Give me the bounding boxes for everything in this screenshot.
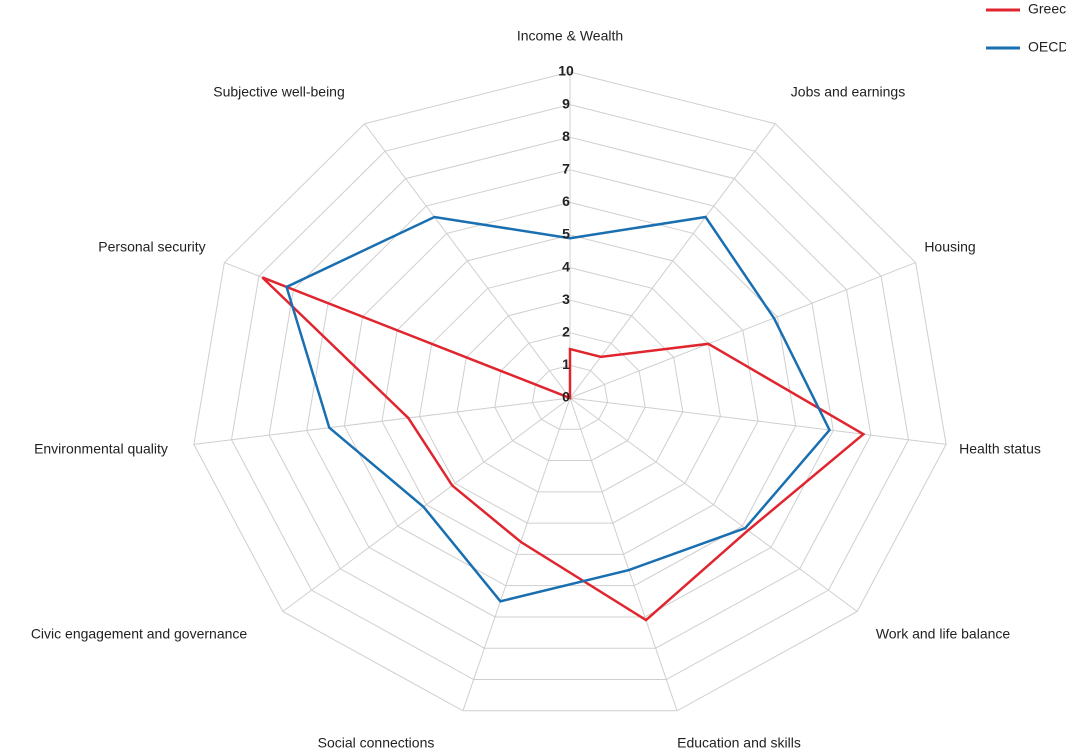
axis-label: Social connections [318,735,435,751]
spoke [569,262,916,399]
tick-label: 0 [562,389,570,405]
tick-label: 1 [562,356,570,372]
tick-label: 5 [562,226,570,242]
tick-label: 8 [562,128,570,144]
label-layer: 0 1 2 3 4 5 6 7 8 9 10 Income & Wealth Jobs and earn… [31,1,1066,751]
spoke [462,397,571,711]
grid-ring [306,169,834,618]
grid-ring [193,71,947,712]
tick-label: 9 [562,95,570,111]
tick-label: 2 [562,324,570,340]
grid-ring [494,332,646,462]
axis-label: Subjective well-being [213,84,345,100]
spoke [282,397,571,612]
series-layer [261,215,866,622]
grid-ring [419,267,721,524]
spoke [569,397,678,711]
axis-label: Environmental quality [34,441,168,457]
axis-label: Housing [924,239,975,255]
axis-label: Civic engagement and governance [31,626,248,642]
grid-ring [230,104,910,681]
axis-label: Personal security [98,239,205,255]
spoke [569,123,776,399]
axis-label: Health status [959,441,1041,457]
legend-label: Greece [1028,1,1066,17]
grid-ring [381,234,759,555]
tick-label: 4 [562,258,570,274]
axis-label: Work and life balance [876,626,1011,642]
spoke [569,397,858,612]
tick-label: 3 [562,291,570,307]
legend-label: OECD [1028,39,1066,55]
grid-ring [531,364,609,430]
tick-label: 10 [558,63,574,79]
tick-label: 6 [562,193,570,209]
axis-label: Income & Wealth [517,28,623,44]
spoke [193,397,571,445]
spoke [569,397,947,445]
grid-ring [268,136,872,649]
axis-label: Education and skills [677,735,801,751]
grid-ring [456,299,684,493]
series-line [285,215,832,603]
axis-label: Jobs and earnings [791,84,905,100]
tick-label: 7 [562,161,570,177]
spoke [364,123,571,399]
